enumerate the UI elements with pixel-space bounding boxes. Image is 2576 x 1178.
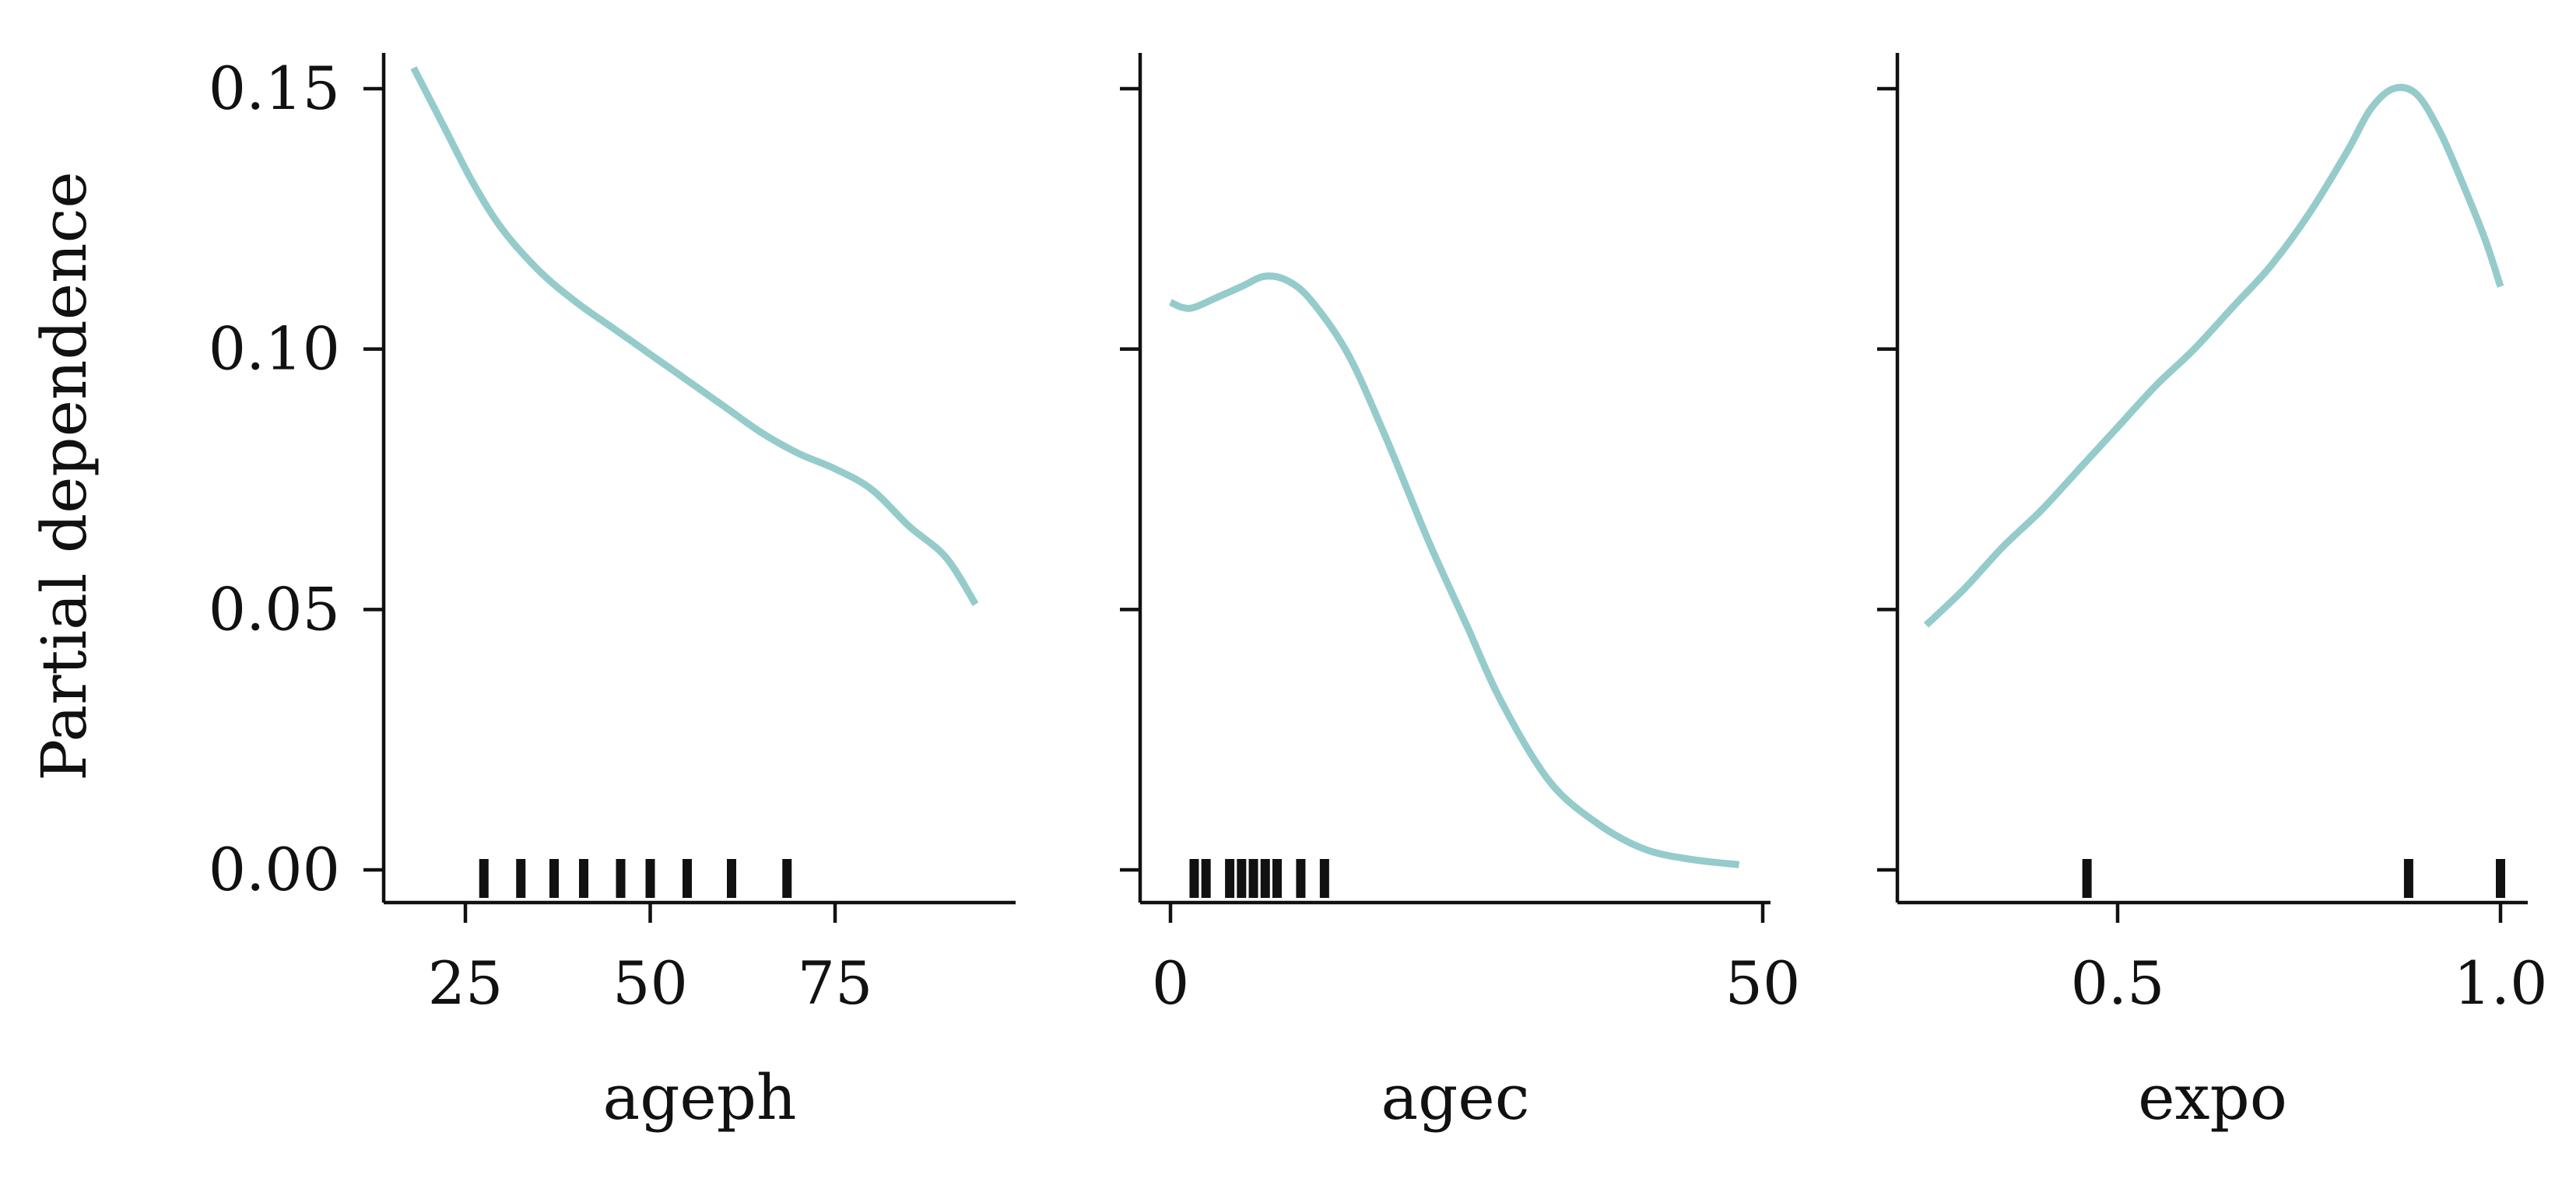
partial-dependence-line bbox=[1923, 83, 2504, 628]
x-axis-label: expo bbox=[2138, 1061, 2287, 1134]
y-tick-label: 0.00 bbox=[209, 835, 340, 904]
x-tick-label: 0.5 bbox=[2071, 948, 2165, 1018]
partial-dependence-line bbox=[410, 66, 979, 606]
shared-y-axis-label: Partial dependence bbox=[28, 171, 100, 780]
subplot-agec: 0 50 agec bbox=[1120, 53, 1800, 1134]
partial-dependence-line bbox=[1169, 272, 1740, 868]
x-axis-label: ageph bbox=[603, 1061, 797, 1134]
y-tick-label: 0.10 bbox=[209, 314, 340, 384]
y-tick-label: 0.05 bbox=[209, 574, 340, 643]
x-axis-label: agec bbox=[1381, 1061, 1529, 1134]
x-tick-label: 25 bbox=[428, 948, 504, 1018]
y-tick-label: 0.15 bbox=[209, 54, 340, 123]
subplot-expo: 0.5 1.0 expo bbox=[1877, 53, 2547, 1134]
x-tick-label: 50 bbox=[1725, 948, 1801, 1018]
x-tick-label: 75 bbox=[798, 948, 873, 1018]
x-tick-label: 0 bbox=[1152, 948, 1189, 1018]
x-tick-label: 50 bbox=[612, 948, 688, 1018]
x-tick-label: 1.0 bbox=[2454, 948, 2548, 1018]
